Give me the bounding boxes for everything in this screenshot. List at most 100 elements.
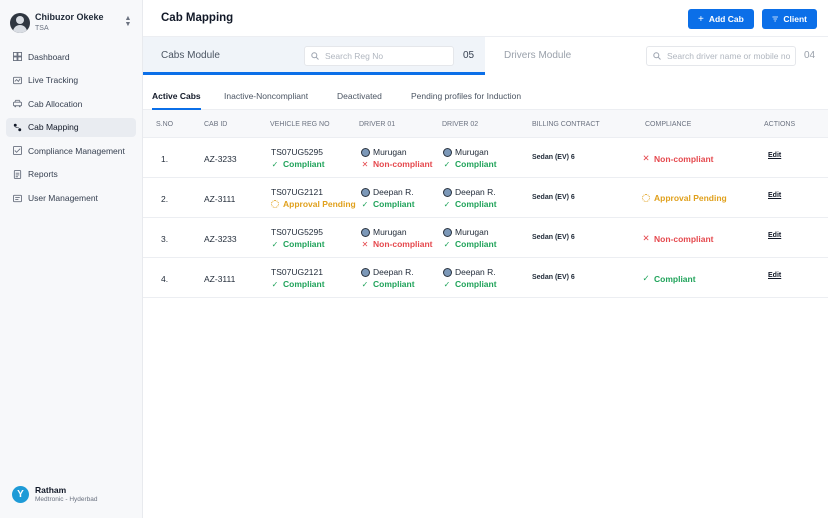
search-icon — [653, 52, 661, 60]
driver-02-status: ✓ Compliant — [443, 279, 497, 289]
car-icon — [13, 100, 22, 108]
sidebar-item-label: Live Tracking — [28, 75, 79, 86]
org-location: Medtronic - Hyderbad — [35, 496, 98, 504]
driver-02-name: Murugan — [455, 227, 489, 237]
reg-search-box[interactable] — [304, 46, 454, 66]
sno-cell: 3. — [161, 234, 169, 244]
sidebar-nav: Dashboard Live Tracking Cab Allocation C… — [6, 47, 136, 212]
compliance-cell: ✓ Compliant — [642, 273, 696, 284]
sidebar-item-live-tracking[interactable]: Live Tracking — [6, 71, 136, 90]
cab-id-cell: AZ-3111 — [204, 274, 236, 284]
tab-inactive-noncompliant[interactable]: Inactive-Noncompliant — [224, 91, 309, 101]
driver-avatar — [443, 147, 452, 157]
driver-search-input[interactable] — [667, 51, 793, 61]
driver-02-status: ✓ Compliant — [443, 159, 497, 169]
vehicle-status: ✓ Compliant — [271, 279, 325, 289]
compliance-cell: Approval Pending — [642, 193, 727, 203]
vehicle-status-label: Compliant — [283, 239, 325, 249]
main-content: Cab Mapping + Add Cab Client Cabs Module… — [143, 0, 828, 518]
sidebar-item-label: User Management — [28, 193, 98, 204]
vehicle-reg-number: TS07UG5295 — [271, 147, 323, 157]
driver-02-name: Deepan R. — [455, 267, 496, 277]
sidebar-item-label: Cab Allocation — [28, 98, 83, 109]
driver-02-name: Murugan — [455, 147, 489, 157]
sidebar-item-reports[interactable]: Reports — [6, 165, 136, 184]
compliance-cell: ✕ Non-compliant — [642, 153, 713, 164]
check-icon: ✓ — [443, 199, 451, 209]
billing-contract-cell: Sedan (EV) 6 — [532, 234, 575, 241]
driver-02-status-label: Compliant — [455, 159, 497, 169]
vehicle-status-label: Compliant — [283, 159, 325, 169]
driver-01-status: ✓ Compliant — [361, 279, 415, 289]
driver-01-status-label: Non-compliant — [373, 239, 433, 249]
vehicle-status: ✓ Compliant — [271, 239, 325, 249]
tab-deactivated[interactable]: Deactivated — [337, 91, 382, 101]
cab-id-cell: AZ-3233 — [204, 154, 237, 164]
compliance-status: ✕ Non-compliant — [642, 233, 714, 244]
sidebar-item-label: Dashboard — [28, 51, 70, 62]
sidebar-item-user-management[interactable]: User Management — [6, 189, 136, 208]
edit-link[interactable]: Edit — [768, 152, 782, 159]
sno-cell: 2. — [161, 194, 169, 204]
driver-02-status-label: Compliant — [455, 239, 497, 249]
drivers-module-tab[interactable]: Drivers Module 04 — [485, 37, 828, 75]
vehicle-reg-cell: TS07UG2121 Approval Pending — [271, 187, 356, 209]
driver-avatar — [361, 187, 370, 197]
live-tracking-icon — [13, 76, 22, 84]
vehicle-status: ✓ Compliant — [271, 159, 325, 169]
vehicle-reg-cell: TS07UG2121 ✓ Compliant — [271, 267, 325, 289]
edit-link[interactable]: Edit — [768, 272, 782, 279]
sidebar-item-cab-allocation[interactable]: Cab Allocation — [6, 94, 136, 113]
cross-icon: ✕ — [361, 159, 369, 169]
org-name: Ratham — [35, 485, 67, 495]
user-name: Chibuzor Okeke — [35, 12, 104, 23]
edit-link[interactable]: Edit — [768, 232, 782, 239]
driver-02-name: Deepan R. — [455, 187, 496, 197]
compliance-status: Approval Pending — [642, 193, 727, 203]
driver-01-status-label: Non-compliant — [373, 159, 433, 169]
vehicle-status: Approval Pending — [271, 199, 356, 209]
vehicle-reg-cell: TS07UG5295 ✓ Compliant — [271, 227, 325, 249]
tab-pending-induction[interactable]: Pending profiles for Induction — [411, 91, 522, 101]
chevron-up-down-icon[interactable]: ▲ ▼ — [124, 15, 132, 28]
driver-01-name: Murugan — [373, 147, 407, 157]
check-icon: ✓ — [443, 279, 451, 289]
driver-01-status: ✓ Compliant — [361, 199, 415, 209]
column-header-compliance: COMPLIANCE — [645, 121, 692, 128]
driver-02-cell: Murugan ✓ Compliant — [443, 227, 497, 249]
user-role: TSA — [35, 25, 49, 33]
organization-switcher[interactable]: Y Ratham Medtronic - Hyderbad — [12, 485, 98, 504]
cabs-module-tab[interactable]: Cabs Module 05 — [143, 37, 485, 75]
user-switcher[interactable]: Chibuzor Okeke TSA ▲ ▼ — [10, 10, 134, 36]
driver-avatar — [443, 187, 452, 197]
client-filter-button[interactable]: Client — [762, 9, 817, 29]
tab-active-cabs[interactable]: Active Cabs — [152, 91, 201, 110]
sidebar-item-dashboard[interactable]: Dashboard — [6, 47, 136, 66]
add-cab-button[interactable]: + Add Cab — [688, 9, 754, 29]
vehicle-reg-number: TS07UG5295 — [271, 227, 323, 237]
driver-02-status: ✓ Compliant — [443, 199, 497, 209]
column-header-cab-id: CAB ID — [204, 121, 228, 128]
cross-icon: ✕ — [642, 233, 650, 243]
edit-link[interactable]: Edit — [768, 192, 782, 199]
sno-cell: 1. — [161, 154, 169, 164]
column-header-vehicle-reg: VEHICLE REG NO — [270, 121, 330, 128]
billing-contract-cell: Sedan (EV) 6 — [532, 274, 575, 281]
reg-search-input[interactable] — [325, 51, 451, 61]
org-logo: Y — [12, 485, 29, 503]
driver-01-cell: Deepan R. ✓ Compliant — [361, 267, 415, 289]
driver-02-cell: Deepan R. ✓ Compliant — [443, 187, 497, 209]
compliance-status: ✓ Compliant — [642, 273, 696, 284]
cab-id-cell: AZ-3233 — [204, 234, 237, 244]
compliance-status: ✕ Non-compliant — [642, 153, 713, 164]
driver-avatar — [443, 227, 452, 237]
sidebar-item-compliance-management[interactable]: Compliance Management — [6, 141, 136, 160]
vehicle-reg-number: TS07UG2121 — [271, 267, 323, 277]
sidebar-item-cab-mapping[interactable]: Cab Mapping — [6, 117, 136, 137]
compliance-status-label: Compliant — [654, 273, 696, 284]
column-header-sno: S.NO — [156, 121, 174, 128]
sidebar-item-label: Reports — [28, 169, 58, 180]
driver-02-status: ✓ Compliant — [443, 239, 497, 249]
driver-search-box[interactable] — [646, 46, 796, 66]
compliance-status-label: Non-compliant — [654, 233, 714, 244]
